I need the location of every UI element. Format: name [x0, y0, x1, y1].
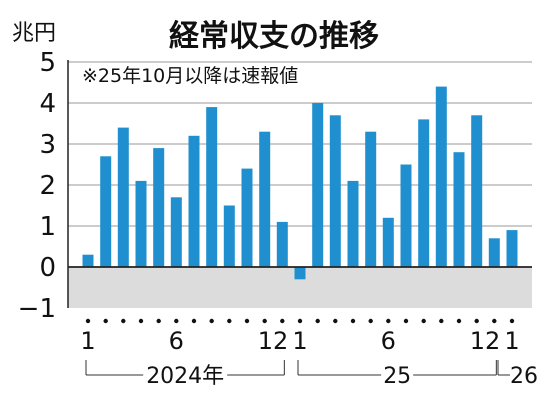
month-dot	[227, 318, 232, 324]
y-tick-label: −1	[18, 294, 56, 324]
bar-2024-10	[241, 168, 253, 267]
bar-2024-08	[206, 107, 218, 267]
bar-2024-07	[188, 135, 200, 267]
bar-2026-01	[506, 230, 518, 267]
y-tick-label: 4	[39, 89, 56, 119]
month-dot	[85, 318, 91, 324]
month-dot	[474, 318, 479, 324]
month-dot	[315, 318, 320, 324]
month-dot	[368, 318, 373, 324]
unit-label: 兆円	[12, 21, 56, 46]
month-dot	[297, 318, 303, 324]
chart-title: 経常収支の推移	[169, 19, 379, 54]
bar-2025-04	[347, 180, 359, 267]
month-dot	[456, 318, 462, 324]
year-label: 25	[383, 364, 411, 389]
bar-2024-12	[276, 221, 288, 267]
month-dot	[492, 318, 497, 324]
bar-2025-08	[418, 119, 430, 268]
y-tick-label: 3	[39, 130, 56, 160]
month-dot	[121, 318, 126, 324]
bar-2025-06	[382, 217, 394, 267]
month-dot	[386, 318, 391, 324]
bar-2025-11	[471, 115, 483, 267]
month-dot	[350, 318, 356, 324]
bar-2024-05	[153, 148, 165, 267]
month-dot	[509, 318, 515, 324]
x-tick-label: 12	[470, 327, 501, 355]
x-tick-label: 12	[258, 327, 289, 355]
y-tick-label: 1	[39, 212, 56, 242]
month-dot	[262, 318, 267, 324]
month-dot	[103, 318, 108, 324]
year-label: 2024年	[146, 364, 224, 389]
bar-2025-07	[400, 164, 412, 267]
bar-2024-02	[100, 156, 112, 267]
month-dot	[421, 318, 426, 324]
x-tick-label: 1	[504, 327, 519, 355]
month-dot	[191, 318, 197, 324]
month-dot	[209, 318, 214, 324]
bar-2024-03	[117, 127, 129, 267]
y-tick-label: 0	[39, 253, 56, 283]
bar-2024-09	[223, 205, 235, 267]
month-dot	[156, 318, 161, 324]
bar-2025-10	[453, 152, 465, 267]
month-dot	[403, 318, 409, 324]
month-dot	[439, 318, 444, 324]
x-tick-label: 1	[80, 327, 95, 355]
bar-2024-11	[259, 131, 271, 267]
bar-2025-03	[329, 115, 341, 267]
y-tick-label: 2	[39, 171, 56, 201]
bar-2025-05	[365, 131, 377, 267]
year-label: 26	[510, 364, 538, 389]
bar-2024-06	[170, 197, 182, 267]
bar-2025-12	[488, 238, 500, 267]
y-tick-label: 5	[39, 48, 56, 78]
bar-2025-09	[435, 86, 447, 267]
month-dot	[174, 318, 179, 324]
month-dot	[333, 318, 338, 324]
x-tick-label: 6	[381, 327, 396, 355]
x-tick-label: 1	[292, 327, 307, 355]
bar-2024-04	[135, 180, 147, 267]
month-dot	[280, 318, 285, 324]
month-dot	[138, 318, 144, 324]
bar-2025-02	[312, 103, 324, 267]
bar-2024-01	[82, 254, 94, 267]
month-dot	[244, 318, 250, 324]
x-tick-label: 6	[169, 327, 184, 355]
bar-2025-01	[294, 267, 306, 280]
chart-note: ※25年10月以降は速報値	[82, 65, 298, 87]
